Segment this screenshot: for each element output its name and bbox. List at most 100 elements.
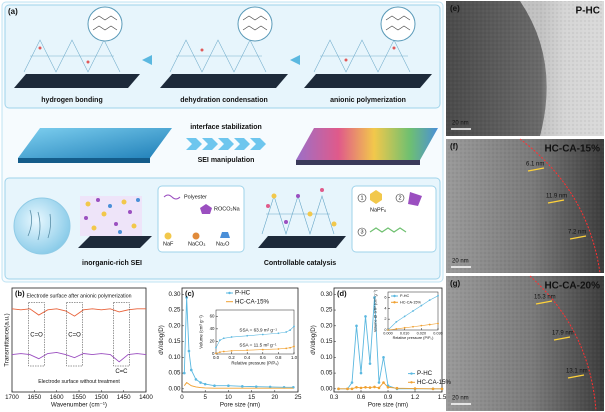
x-tick-label: 0 (180, 394, 184, 401)
arrow-chevrons (186, 138, 266, 150)
data-point (222, 337, 225, 340)
data-point (199, 381, 202, 384)
tem-panels (446, 1, 604, 412)
series-line (215, 326, 295, 348)
x-tick-label: 0.6 (260, 355, 267, 360)
legend-marker (393, 301, 396, 304)
reagent-number: 2 (398, 195, 401, 201)
legend-marker (410, 372, 413, 375)
legend-label: P-HC (400, 294, 410, 298)
y-tick-label: 0 (212, 351, 215, 356)
naf-icon (164, 232, 172, 240)
data-point (359, 386, 363, 390)
x-tick-label: 1400 (139, 394, 153, 401)
series-label: Electrode surface after anionic polymeri… (27, 294, 132, 300)
data-point (350, 387, 354, 391)
scale-label: 20 nm (452, 396, 469, 402)
data-point (203, 382, 207, 386)
interface-line (529, 275, 597, 412)
data-point (219, 339, 221, 342)
species-label: NaF (163, 241, 174, 247)
panel-label: (g) (450, 279, 461, 288)
data-point (368, 386, 372, 389)
x-tick-label: 0.4 (244, 355, 251, 360)
data-point (289, 329, 291, 332)
data-point (382, 381, 385, 384)
data-point (403, 326, 406, 329)
plot-frame (215, 309, 295, 355)
data-point (246, 349, 249, 352)
data-point (227, 384, 230, 387)
y-tick-label: 0.15 (168, 338, 181, 345)
data-point (368, 362, 372, 365)
process-label: interface stabilization (190, 124, 262, 131)
y-tick-label: 0.25 (168, 307, 181, 314)
step-label: hydrogen bonding (41, 97, 102, 104)
interface-line (519, 138, 601, 274)
y-tick-label: 40 (210, 326, 215, 331)
data-point (377, 386, 381, 390)
y-tick-label: 4 (384, 306, 386, 310)
annotation: C=C (115, 369, 128, 375)
data-point (428, 323, 431, 326)
data-point (285, 331, 288, 333)
data-point (194, 378, 198, 381)
x-axis-label: Relative pressure (P/P₀) (231, 360, 279, 365)
tem-title: HC-CA-20% (544, 281, 600, 292)
x-tick-label: 5 (203, 394, 207, 401)
na2o-icon (220, 232, 230, 238)
data-point (412, 310, 414, 312)
plot-frame (11, 287, 147, 393)
reagent-icon (408, 192, 422, 206)
data-point (437, 322, 439, 325)
x-tick-label: 0.0 (213, 355, 220, 360)
x-tick-label: 10 (225, 394, 232, 401)
sei-slab-edge (296, 160, 420, 165)
data-point (355, 324, 358, 328)
sei-cube (78, 196, 152, 248)
data-point (387, 329, 389, 331)
series-line (11, 308, 146, 317)
x-tick-label: 0.000 (383, 331, 393, 335)
result-label: inorganic-rich SEI (82, 260, 142, 267)
data-point (373, 296, 376, 299)
x-axis-label: Pore size (nm) (368, 402, 408, 409)
rocona-icon (200, 204, 212, 214)
data-point (268, 385, 272, 389)
data-point (413, 387, 417, 390)
species-label: Polyester (184, 194, 207, 200)
panel-label: (c) (185, 289, 195, 298)
data-point (440, 387, 444, 391)
x-tick-label: 1.0 (291, 355, 298, 360)
x-axis-label: Relative pressure (P/P₀) (393, 336, 435, 340)
electrode-slab (18, 128, 172, 158)
top-box (4, 4, 441, 109)
data-point (437, 294, 439, 297)
data-point (293, 325, 295, 328)
data-point (183, 371, 186, 375)
data-point (289, 346, 291, 349)
x-tick-label: 0.3 (330, 394, 339, 401)
x-tick-label: 15 (248, 394, 255, 401)
x-tick-label: 0.2 (229, 355, 236, 360)
data-point (185, 296, 188, 299)
data-point (261, 333, 264, 336)
measure-label: 7.2 nm (568, 230, 586, 236)
y-axis-label: dV/dlog(D) (158, 325, 165, 355)
annotation-box (113, 302, 130, 367)
annotation: SSA = 11.5 m² g⁻¹ (239, 342, 277, 347)
y-tick-label: 6 (384, 295, 386, 299)
species-label: ROCO₂Na (214, 206, 241, 212)
tem-title: P-HC (576, 6, 600, 17)
napf6-icon (370, 190, 382, 204)
number-circle (357, 227, 367, 237)
y-axis-label: Volume (cm³ g⁻¹) (199, 315, 204, 349)
y-tick-label: 0.20 (320, 322, 333, 329)
legend-label: P-HC (235, 290, 251, 297)
y-axis-label: Transmittance(a.u.) (4, 313, 11, 366)
panel-label: (b) (15, 289, 25, 298)
data-point (377, 381, 381, 384)
data-point (293, 345, 295, 348)
x-tick-label: 0.9 (384, 394, 393, 401)
